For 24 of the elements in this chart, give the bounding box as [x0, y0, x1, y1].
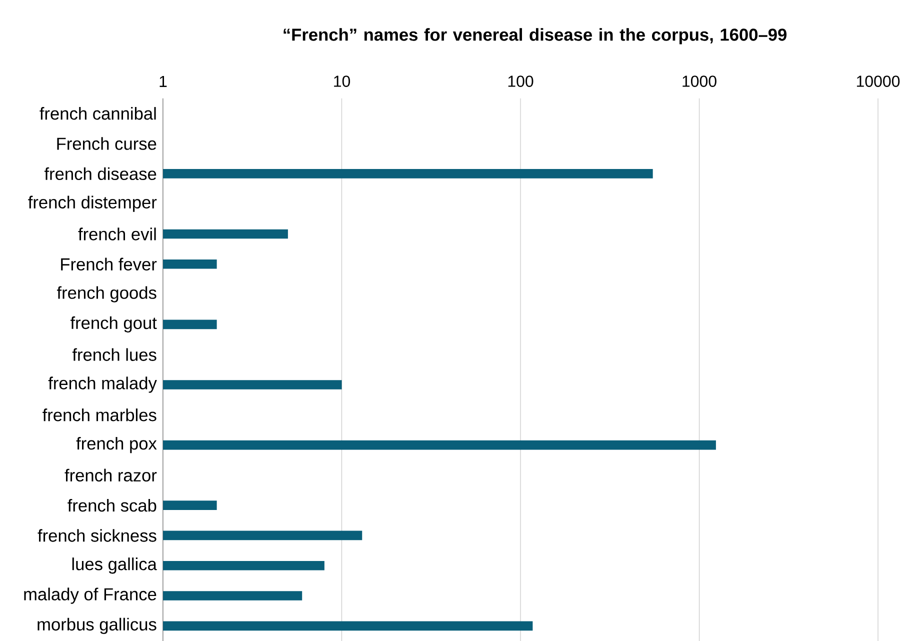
x-tick-label: 100: [508, 76, 534, 87]
y-tick-label: french scab: [68, 498, 156, 512]
y-tick-label: french lues: [72, 348, 156, 361]
y-tick-label: lues gallica: [72, 558, 157, 574]
y-tick-label: french disease: [44, 167, 156, 180]
y-tick-label: malady of France: [24, 588, 156, 604]
y-tick-label: french razor: [64, 468, 157, 482]
y-tick-label: french sickness: [38, 529, 156, 542]
x-tick-label: 1: [160, 76, 167, 87]
x-tick-label: 10000: [856, 76, 900, 87]
y-tick-label: french pox: [76, 436, 157, 454]
y-tick-label: French curse: [57, 137, 156, 150]
x-tick-label: 10: [334, 76, 350, 87]
x-tick-label: 1000: [682, 76, 716, 87]
y-tick-label: french marbles: [42, 408, 156, 422]
y-tick-label: french evil: [78, 228, 156, 240]
y-tick-label: french cannibal: [40, 107, 156, 120]
y-tick-label: french gout: [70, 316, 157, 333]
chart-title: “French” names for venereal disease in the corpus, 1600–99: [284, 28, 787, 44]
y-tick-label: french malady: [48, 376, 157, 393]
y-tick-label: morbus gallicus: [38, 618, 156, 634]
y-tick-label: French fever: [61, 258, 157, 271]
y-tick-label: french goods: [56, 286, 156, 302]
y-tick-label: french distemper: [28, 196, 157, 212]
